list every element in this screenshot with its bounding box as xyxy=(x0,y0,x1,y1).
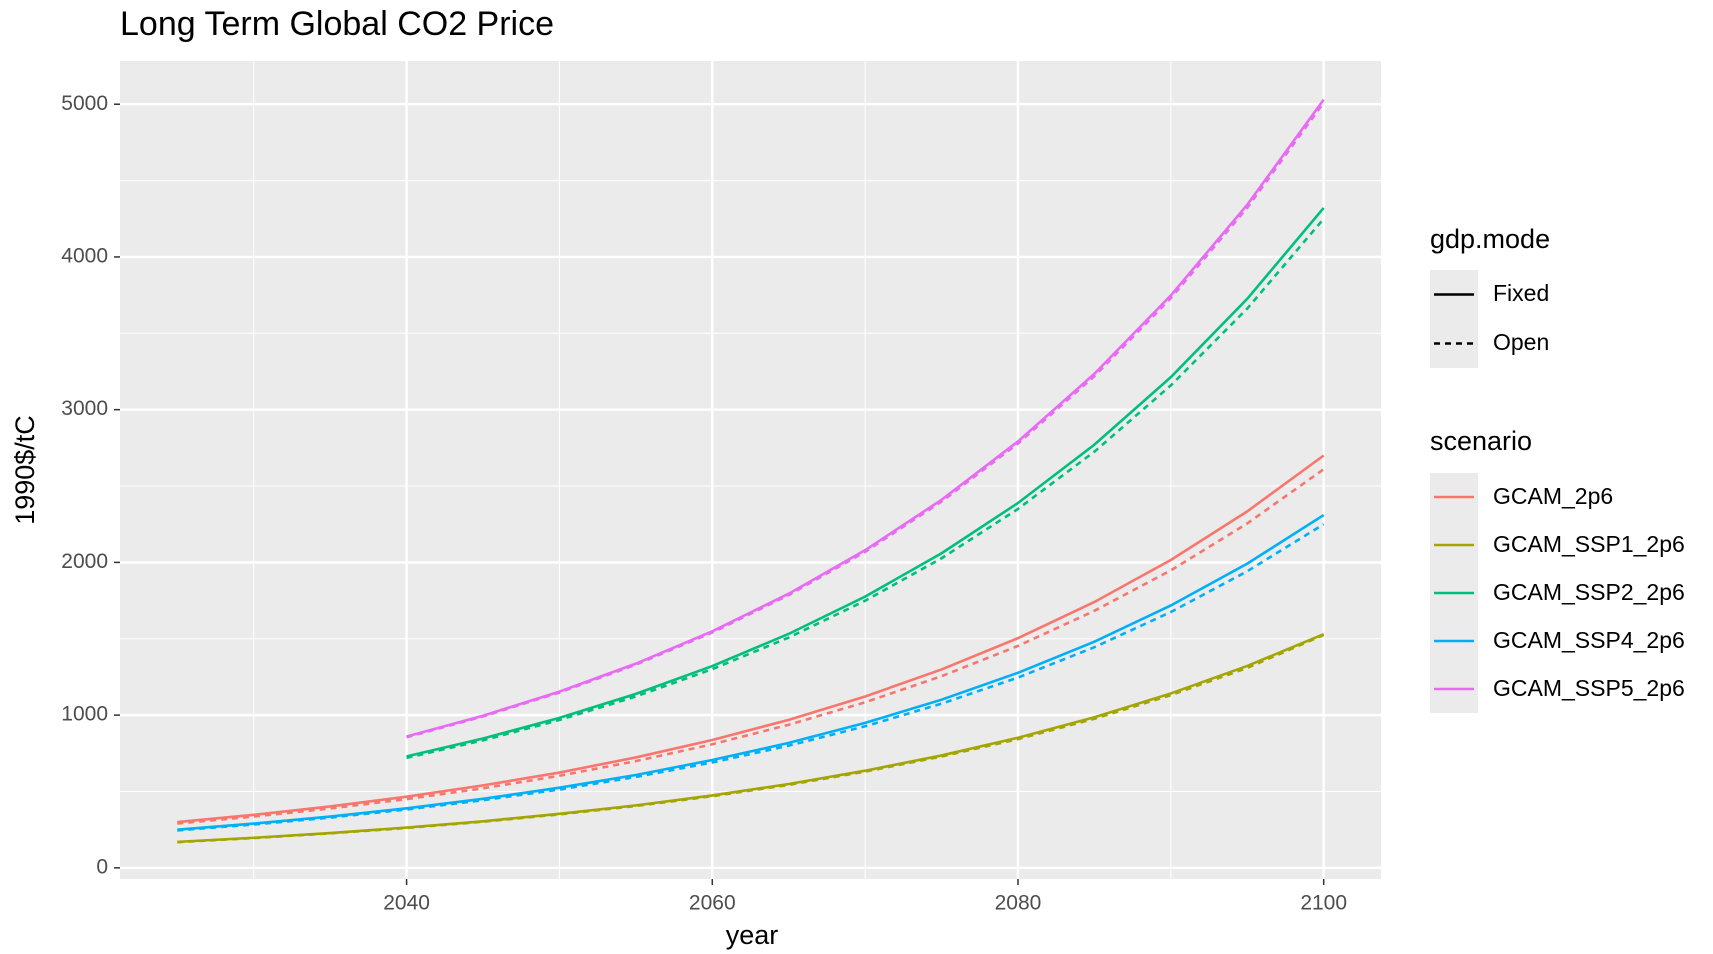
y-tick-label: 3000 xyxy=(61,397,108,420)
legend-title: scenario xyxy=(1430,426,1532,456)
legend-label: Fixed xyxy=(1493,280,1549,306)
legend-label: GCAM_SSP2_2p6 xyxy=(1493,579,1685,605)
legend-title: gdp.mode xyxy=(1430,224,1550,254)
y-axis-title: 1990$/tC xyxy=(10,415,40,525)
series-line xyxy=(177,523,1325,832)
x-axis-title: year xyxy=(726,920,779,950)
series-line xyxy=(177,454,1325,824)
y-tick-label: 5000 xyxy=(61,92,108,115)
series-line xyxy=(406,101,1325,739)
x-tick-label: 2100 xyxy=(1300,892,1347,915)
y-tick-label: 2000 xyxy=(61,550,108,573)
series-line xyxy=(406,217,1325,760)
panel xyxy=(120,61,1381,879)
chart-title: Long Term Global CO2 Price xyxy=(120,5,554,43)
legend-label: GCAM_SSP5_2p6 xyxy=(1493,675,1685,701)
legend-label: GCAM_SSP4_2p6 xyxy=(1493,627,1685,653)
y-tick-label: 0 xyxy=(96,855,108,878)
series-line xyxy=(406,207,1325,758)
y-tick-label: 4000 xyxy=(61,244,108,267)
x-tick-label: 2080 xyxy=(995,892,1042,915)
x-tick-label: 2040 xyxy=(383,892,430,915)
series-line xyxy=(177,633,1325,844)
y-tick-label: 1000 xyxy=(61,703,108,726)
x-tick-label: 2060 xyxy=(689,892,736,915)
legend-label: GCAM_SSP1_2p6 xyxy=(1493,531,1685,557)
legend-label: GCAM_2p6 xyxy=(1493,483,1613,509)
series-line xyxy=(177,468,1325,825)
legend-label: Open xyxy=(1493,329,1549,355)
